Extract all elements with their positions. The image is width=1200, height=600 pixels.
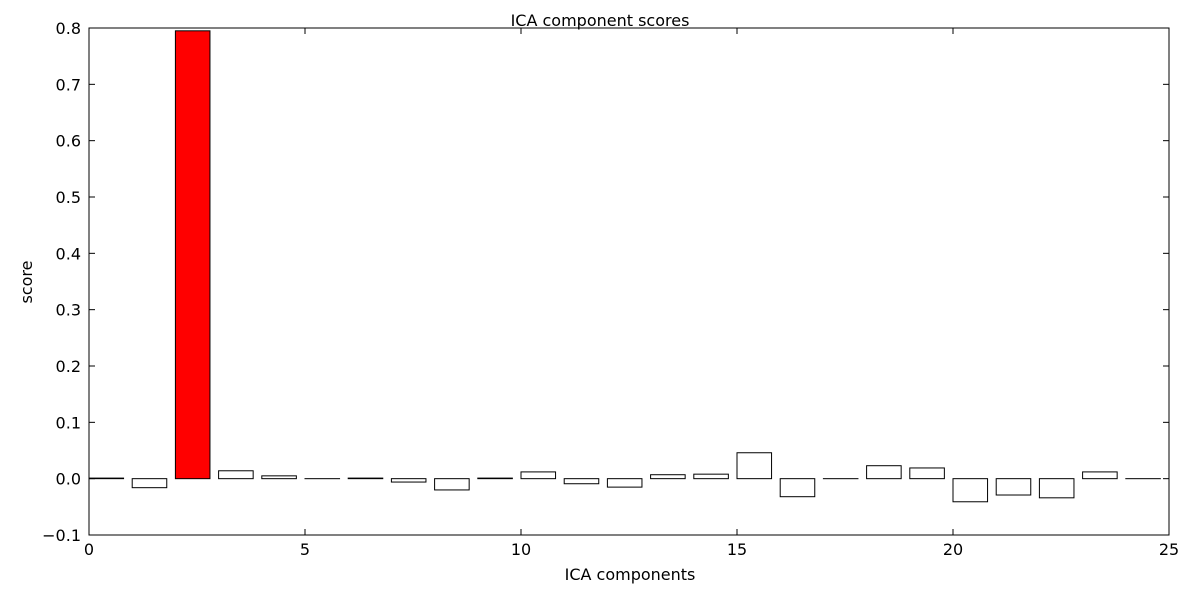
bar-component-3 [218,470,254,480]
y-tick-label: 0.7 [56,75,81,94]
bar-component-2 [174,30,211,480]
bar-component-1 [131,478,168,489]
bar-component-14 [693,473,729,480]
chart-title: ICA component scores [511,11,690,30]
x-axis-title: ICA components [565,565,696,584]
bar-component-6 [347,477,384,480]
x-tick-label: 25 [1159,540,1179,559]
y-tick-label: 0.0 [56,470,81,489]
plot-frame [88,27,1170,536]
y-tick-label: 0.6 [56,132,81,151]
bar-component-22 [1038,478,1075,499]
y-tick-label: 0.8 [56,19,81,38]
bar-component-19 [909,467,945,480]
y-tick-label: 0.1 [56,413,81,432]
bar-component-4 [261,475,297,480]
x-tick-label: 5 [300,540,310,559]
y-tick-label: 0.2 [56,357,81,376]
y-axis-title: score [17,261,36,304]
bar-component-8 [434,478,470,491]
x-tick-label: 20 [943,540,963,559]
y-tick-label: 0.3 [56,301,81,320]
bar-component-20 [952,478,989,503]
bar-component-10 [520,471,557,480]
bar-component-9 [477,477,513,480]
x-tick-label: 0 [84,540,94,559]
y-tick-label: 0.5 [56,188,81,207]
y-tick-label: 0.4 [56,244,81,263]
bar-component-21 [995,478,1032,496]
bars-layer [88,30,1161,503]
tick-labels-layer: 0 5 10 15 20 25 −0.1 0.0 0.1 0.2 0.3 0.4 0.5 0.6 0.7 0.… [42,19,1179,559]
bar-component-16 [779,478,816,498]
ticks-layer [88,27,1170,536]
bar-component-12 [606,478,643,488]
x-tick-label: 15 [727,540,747,559]
x-tick-label: 10 [511,540,531,559]
bar-component-11 [563,478,600,485]
bar-component-7 [390,478,427,483]
bar-component-13 [650,474,686,480]
bar-component-15 [736,452,773,480]
bar-component-23 [1082,471,1118,480]
y-tick-label: −0.1 [42,526,81,545]
bar-component-18 [866,465,902,480]
